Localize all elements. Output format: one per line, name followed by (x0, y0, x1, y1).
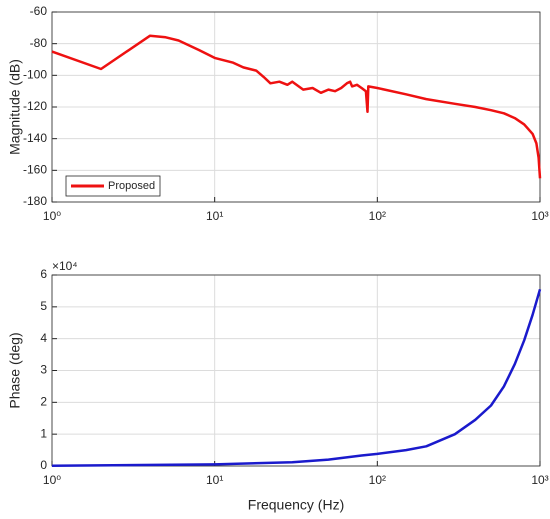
y-tick-label: -60 (30, 4, 48, 18)
x-tick-label: 10² (369, 209, 386, 223)
y-tick-label: 1 (40, 426, 47, 440)
y-tick-label: -80 (30, 36, 48, 50)
x-tick-label: 10² (369, 473, 386, 487)
x-tick-label: 10⁰ (43, 473, 61, 487)
x-tick-label: 10³ (531, 209, 548, 223)
y-multiplier: ×10⁴ (52, 259, 78, 273)
y-tick-label: 5 (40, 299, 47, 313)
x-tick-label: 10⁰ (43, 209, 61, 223)
y-tick-label: -140 (23, 131, 47, 145)
y-tick-label: -120 (23, 99, 47, 113)
y-tick-label: -100 (23, 68, 47, 82)
x-axis-label: Frequency (Hz) (248, 497, 344, 513)
legend-box (65, 175, 161, 197)
data-line (51, 288, 542, 467)
x-tick-label: 10¹ (206, 473, 223, 487)
x-tick-label: 10¹ (206, 209, 223, 223)
x-tick-label: 10³ (531, 473, 548, 487)
y-tick-label: 0 (40, 458, 47, 472)
legend-label: Proposed (108, 180, 155, 192)
y-tick-label: 3 (40, 363, 47, 377)
y-axis-label: Phase (deg) (7, 332, 23, 408)
y-tick-label: 4 (40, 331, 47, 345)
axes-box (51, 11, 541, 203)
data-line (51, 34, 542, 179)
y-tick-label: -160 (23, 163, 47, 177)
y-tick-label: 2 (40, 395, 47, 409)
y-tick-label: -180 (23, 194, 47, 208)
axes-box (51, 274, 541, 467)
y-tick-label: 6 (40, 267, 47, 281)
y-axis-label: Magnitude (dB) (7, 59, 23, 155)
